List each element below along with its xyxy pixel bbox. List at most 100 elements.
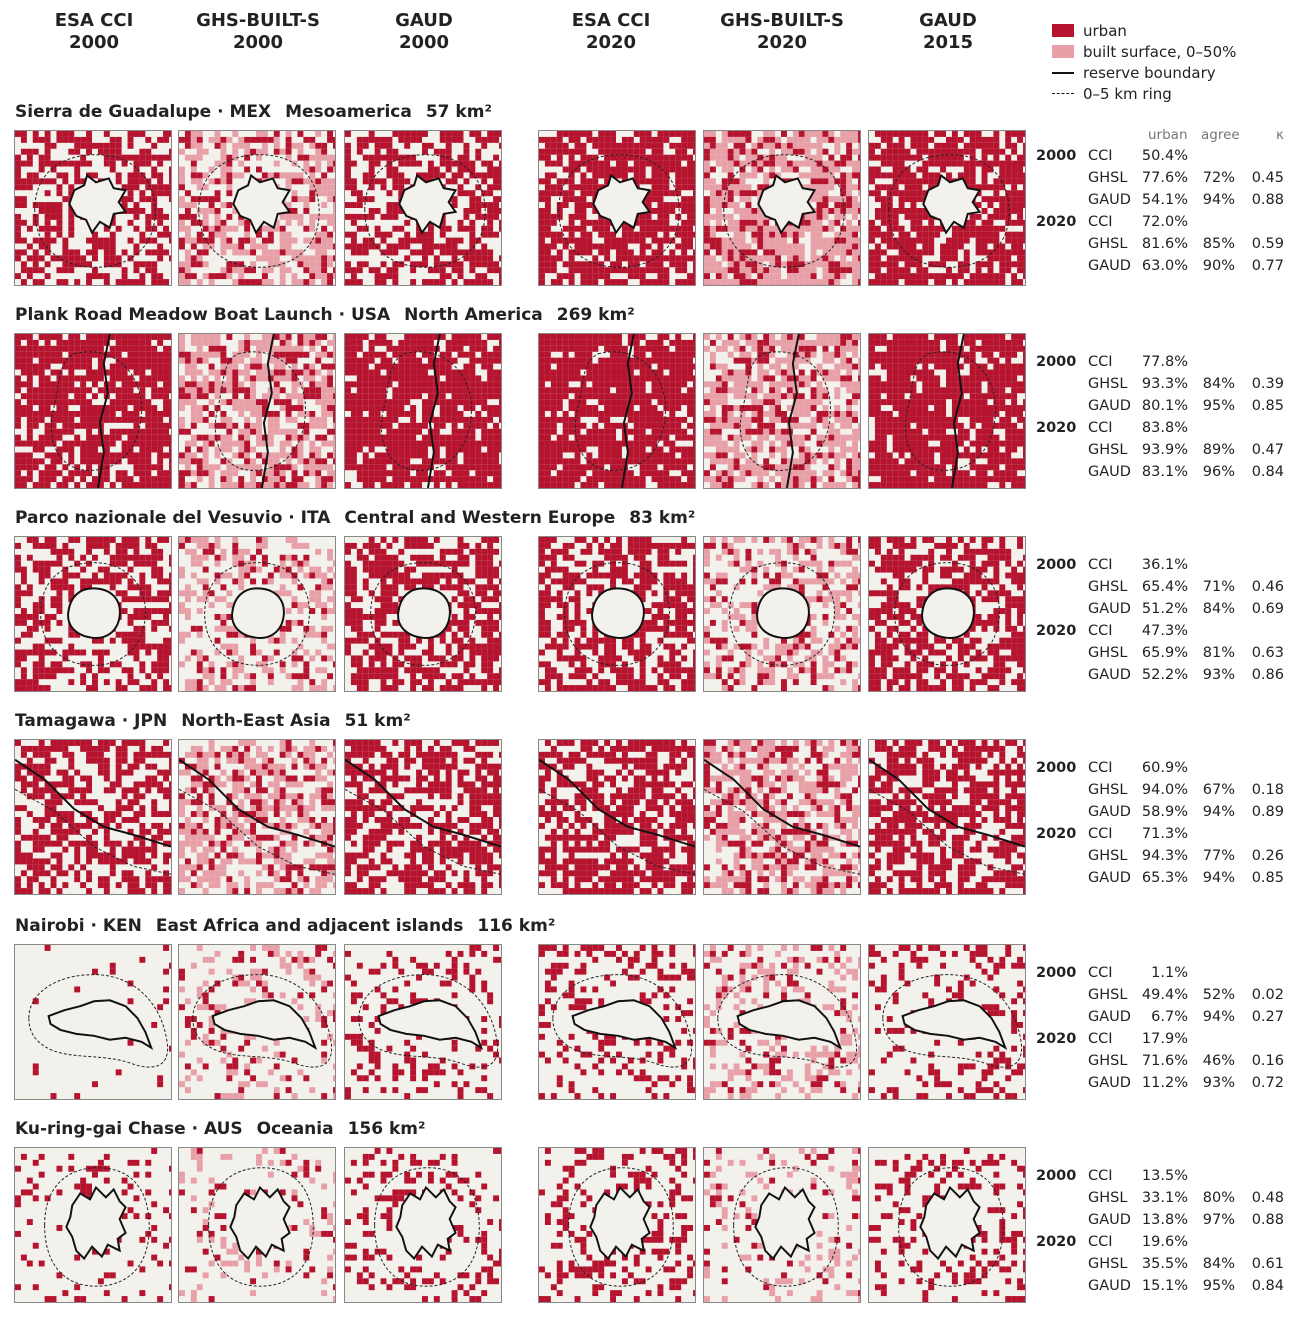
urban-pixel	[179, 375, 185, 382]
urban-pixel	[226, 357, 233, 364]
urban-pixel	[392, 148, 399, 155]
urban-pixel	[169, 464, 171, 471]
urban-pixel	[267, 452, 274, 459]
urban-pixel	[675, 184, 682, 191]
urban-pixel	[499, 131, 501, 137]
urban-pixel	[981, 219, 988, 226]
urban-pixel	[604, 172, 611, 179]
urban-pixel	[356, 363, 363, 370]
urban-pixel	[226, 399, 233, 406]
urban-pixel	[550, 279, 557, 285]
urban-pixel	[169, 416, 171, 423]
urban-pixel	[633, 231, 640, 238]
urban-pixel	[639, 416, 646, 423]
urban-pixel	[874, 255, 881, 262]
urban-pixel	[457, 411, 464, 417]
urban-pixel	[810, 178, 817, 185]
urban-pixel	[610, 339, 617, 346]
urban-pixel	[840, 213, 847, 220]
urban-pixel	[285, 213, 292, 220]
urban-pixel	[68, 399, 75, 406]
urban-pixel	[291, 196, 298, 203]
urban-pixel	[910, 225, 917, 232]
urban-pixel	[362, 243, 369, 250]
urban-pixel	[50, 416, 57, 423]
urban-pixel	[315, 476, 322, 483]
urban-pixel	[539, 393, 545, 400]
urban-pixel	[345, 131, 351, 137]
urban-pixel	[392, 267, 399, 274]
urban-pixel	[493, 208, 500, 214]
stat-kappa: 0.88	[1251, 192, 1284, 208]
urban-pixel	[463, 476, 470, 483]
urban-pixel	[386, 411, 393, 417]
urban-pixel	[469, 334, 476, 340]
urban-pixel	[657, 219, 664, 226]
urban-pixel	[880, 148, 887, 155]
urban-pixel	[214, 339, 221, 346]
urban-pixel	[598, 184, 605, 191]
urban-pixel	[291, 178, 298, 185]
urban-pixel	[493, 422, 500, 429]
urban-pixel	[127, 172, 134, 179]
urban-pixel	[303, 351, 310, 358]
urban-pixel	[687, 178, 694, 185]
urban-pixel	[904, 213, 911, 220]
urban-pixel	[410, 393, 417, 400]
urban-pixel	[15, 172, 21, 179]
urban-pixel	[886, 237, 893, 244]
urban-pixel	[852, 184, 859, 191]
urban-pixel	[151, 345, 158, 352]
urban-pixel	[333, 345, 335, 352]
urban-pixel	[852, 279, 859, 285]
urban-pixel	[238, 357, 245, 364]
urban-pixel	[493, 452, 500, 459]
urban-pixel	[592, 166, 599, 173]
urban-pixel	[80, 160, 87, 167]
urban-pixel	[169, 476, 171, 483]
urban-pixel	[157, 416, 164, 423]
urban-pixel	[816, 166, 823, 173]
urban-pixel	[586, 166, 593, 173]
urban-pixel	[350, 452, 357, 459]
urban-pixel	[139, 345, 146, 352]
urban-pixel	[574, 208, 581, 214]
urban-pixel	[115, 136, 122, 143]
urban-pixel	[657, 399, 664, 406]
urban-pixel	[687, 213, 694, 220]
urban-pixel	[828, 273, 835, 280]
urban-pixel	[487, 381, 494, 388]
urban-pixel	[374, 416, 381, 423]
urban-pixel	[386, 243, 393, 250]
urban-pixel	[550, 357, 557, 364]
urban-pixel	[145, 196, 152, 203]
urban-pixel	[139, 464, 146, 471]
urban-pixel	[792, 237, 799, 244]
urban-pixel	[416, 440, 423, 447]
urban-pixel	[1011, 231, 1018, 238]
urban-pixel	[202, 452, 209, 459]
urban-pixel	[309, 369, 316, 376]
urban-pixel	[315, 243, 322, 250]
urban-pixel	[592, 369, 599, 376]
urban-pixel	[681, 196, 688, 203]
urban-pixel	[333, 452, 335, 459]
urban-pixel	[592, 184, 599, 191]
urban-pixel	[457, 434, 464, 441]
urban-pixel	[26, 345, 33, 352]
urban-pixel	[568, 178, 575, 185]
urban-pixel	[645, 255, 652, 262]
urban-pixel	[433, 458, 440, 465]
urban-pixel	[179, 399, 185, 406]
urban-pixel	[598, 160, 605, 167]
urban-pixel	[74, 482, 81, 488]
urban-pixel	[244, 279, 251, 285]
urban-pixel	[715, 267, 722, 274]
urban-pixel	[68, 428, 75, 435]
urban-pixel	[285, 482, 292, 488]
urban-pixel	[1017, 219, 1024, 226]
urban-pixel	[32, 267, 39, 274]
urban-pixel	[121, 446, 128, 453]
urban-pixel	[709, 243, 716, 250]
urban-pixel	[775, 255, 782, 262]
